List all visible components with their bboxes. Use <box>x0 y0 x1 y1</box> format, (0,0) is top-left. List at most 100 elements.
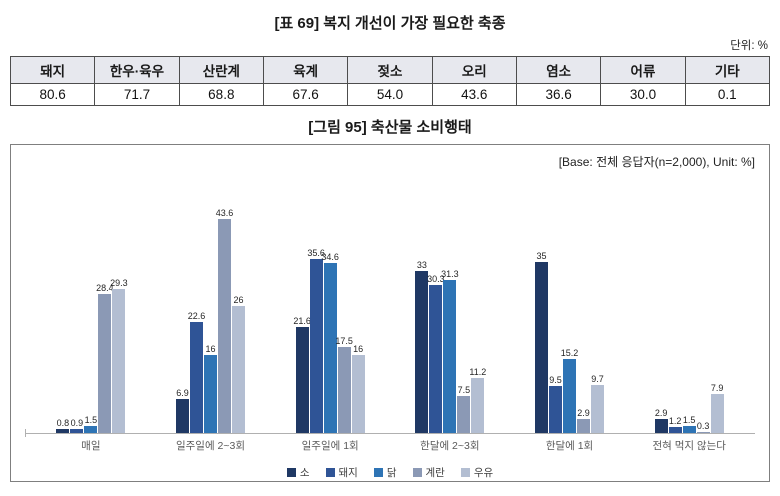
bar-value-label: 0.8 <box>56 418 70 429</box>
bar-group: 2.9 1.2 1.5 0.3 7.9 <box>629 383 749 433</box>
bar-소 <box>415 271 429 433</box>
bar-돼지 <box>70 428 84 433</box>
bar-value-label: 43.6 <box>215 208 234 219</box>
bar-slot: 1.2 <box>668 416 682 433</box>
bar-닭 <box>84 425 98 433</box>
legend-swatch-돼지 <box>325 468 335 477</box>
bar-value-label: 0.3 <box>696 420 710 431</box>
bar-닭 <box>443 279 457 433</box>
category-label: 한달에 1회 <box>545 440 594 452</box>
bar-value-label: 7.5 <box>457 385 471 396</box>
bar-돼지 <box>429 284 443 433</box>
bar-slot: 26 <box>232 295 245 433</box>
bar-value-label: 0.9 <box>70 417 84 428</box>
table-header-cell: 기타 <box>684 56 771 84</box>
bar-우유 <box>232 305 245 433</box>
bar-소 <box>295 327 309 433</box>
bar-value-label: 35.6 <box>307 247 325 258</box>
legend-swatch-닭 <box>373 468 383 477</box>
bar-소 <box>176 399 189 433</box>
bar-slot: 2.9 <box>577 407 591 433</box>
bar-value-label: 2.9 <box>577 407 590 418</box>
table-header-cell: 한우·육우 <box>94 56 180 84</box>
table-value-cell: 71.7 <box>94 83 180 106</box>
bar-slot: 0.9 <box>70 417 84 433</box>
category-label: 매일 <box>81 440 101 452</box>
table-value-cell: 54.0 <box>347 83 433 106</box>
bar-slot: 35 <box>535 250 549 433</box>
bar-slot: 15.2 <box>560 347 579 433</box>
table-value-cell: 67.6 <box>262 83 349 106</box>
table-header-cell: 돼지 <box>9 56 96 84</box>
bar-value-label: 1.2 <box>668 416 682 427</box>
bar-우유 <box>471 378 485 433</box>
bar-소 <box>535 261 549 433</box>
bar-slot: 21.6 <box>293 316 311 433</box>
bar-value-label: 15.2 <box>560 347 579 358</box>
bar-value-label: 9.5 <box>549 375 562 386</box>
legend-item: 닭 <box>373 465 397 480</box>
bar-value-label: 6.9 <box>176 388 189 399</box>
bar-group: 33 30.3 31.3 7.5 11.2 <box>390 260 510 433</box>
bar-slot: 9.7 <box>591 374 605 433</box>
bar-우유 <box>591 385 605 433</box>
bar-slot: 16 <box>351 343 365 433</box>
bar-slot: 35.6 <box>307 247 325 433</box>
table-value-cell: 30.0 <box>600 83 686 106</box>
unit-label: 단위: % <box>730 40 768 52</box>
legend-item: 소 <box>286 465 310 480</box>
table-header-cell: 젖소 <box>347 56 433 84</box>
chart-container: [Base: 전체 응답자(n=2,000), Unit: %] 0.8 0.9 1… <box>10 144 770 482</box>
bar-slot: 7.5 <box>457 385 471 433</box>
bar-value-label: 1.5 <box>84 414 98 425</box>
report-page: [표 69] 복지 개선이 가장 필요한 축종 단위: % 돼지 한우·육우 산란계… <box>9 15 771 482</box>
legend-label: 닭 <box>386 467 397 479</box>
bar-우유 <box>351 354 365 433</box>
bar-value-label: 21.6 <box>293 316 311 327</box>
bar-value-label: 11.2 <box>469 367 487 378</box>
bar-계란 <box>577 418 591 433</box>
table-title: [표 69] 복지 개선이 가장 필요한 축종 <box>274 15 506 32</box>
bar-slot: 9.5 <box>549 375 563 433</box>
bar-group: 21.6 35.6 34.6 17.5 16 <box>270 248 390 433</box>
bar-slot: 17.5 <box>335 336 353 433</box>
bar-slot: 1.5 <box>682 414 696 433</box>
legend-item: 우유 <box>460 465 493 480</box>
bar-소 <box>654 418 668 433</box>
bar-value-label: 34.6 <box>321 252 339 263</box>
bar-slot: 0.8 <box>56 418 70 433</box>
bar-value-label: 35 <box>536 250 547 261</box>
bar-slot: 11.2 <box>469 367 487 433</box>
bar-소 <box>56 429 70 433</box>
bar-slot: 1.5 <box>84 414 98 433</box>
table-header-cell: 산란계 <box>178 56 264 84</box>
bar-value-label: 16 <box>205 343 216 354</box>
legend-label: 계란 <box>425 467 445 479</box>
bar-돼지 <box>309 258 323 433</box>
category-label: 한달에 2~3회 <box>420 440 480 452</box>
legend-swatch-계란 <box>412 468 422 477</box>
bar-value-label: 26 <box>233 294 244 305</box>
bar-slot: 0.3 <box>696 420 710 433</box>
base-note: [Base: 전체 응답자(n=2,000), Unit: %] <box>558 155 755 169</box>
bar-value-label: 22.6 <box>187 311 206 322</box>
table-value-row: 80.6 71.7 68.8 67.6 54.0 43.6 36.6 30.0 0.1 <box>9 83 771 106</box>
table-value-cell: 68.8 <box>178 83 264 106</box>
bar-slot: 30.3 <box>427 274 445 433</box>
legend-swatch-우유 <box>460 468 470 477</box>
bar-group: 35 9.5 15.2 2.9 9.7 <box>510 250 630 433</box>
bar-value-label: 17.5 <box>335 336 353 347</box>
bar-value-label: 1.5 <box>682 414 696 425</box>
bar-닭 <box>204 354 217 433</box>
bar-group: 6.9 22.6 16 43.6 26 <box>151 208 271 433</box>
bar-slot: 22.6 <box>187 311 206 433</box>
table-value-cell: 0.1 <box>684 83 771 106</box>
legend-item: 돼지 <box>325 465 358 480</box>
bar-slot: 6.9 <box>176 388 189 433</box>
bar-value-label: 33 <box>416 260 427 271</box>
bar-계란 <box>337 347 351 433</box>
category-label: 전혀 먹지 않는다 <box>652 440 726 452</box>
bar-우유 <box>112 289 126 433</box>
bar-slot: 7.9 <box>710 383 724 433</box>
bar-value-label: 16 <box>353 343 364 354</box>
